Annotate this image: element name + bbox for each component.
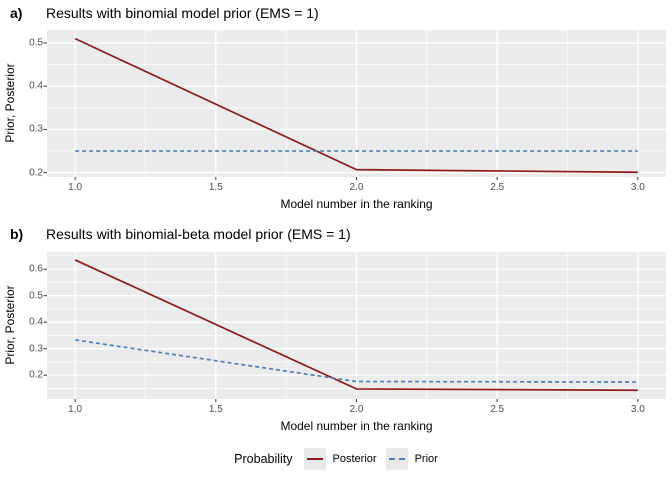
panel-a-x-tick-label: 3.0 [630, 182, 645, 193]
panel-a-x-axis-title: Model number in the ranking [280, 197, 433, 211]
legend-entry-posterior: Posterior [303, 448, 377, 470]
panel-b-y-tick-label: 0.3 [29, 343, 43, 355]
legend: Probability Posterior Prior [0, 446, 672, 472]
legend-label-prior: Prior [414, 453, 438, 465]
panel-b-y-tick-label: 0.5 [29, 290, 43, 302]
panel-a-y-tick-label: 0.2 [29, 167, 43, 179]
panel-a-y-tick-label: 0.5 [29, 37, 43, 49]
panel-b-prior-line [75, 339, 638, 383]
panel-a-x-tick-label: 1.5 [208, 182, 223, 193]
panel-b-plot-area [43, 252, 666, 402]
panel-a-y-tick-label: 0.4 [29, 80, 43, 92]
panel-b-title: Results with binomial-beta model prior (… [46, 226, 351, 242]
panel-b-posterior-line [74, 259, 638, 392]
panel-b-x-tick-label: 1.0 [68, 404, 83, 415]
panel-a-tag: a) [10, 5, 23, 21]
legend-key-posterior-line-icon [303, 448, 326, 470]
legend-label-posterior: Posterior [332, 453, 377, 465]
panel-a-posterior-line [74, 37, 638, 174]
panel-b-x-tick-label: 1.5 [208, 404, 223, 415]
panel-b-y-tick-label: 0.6 [29, 263, 43, 275]
panel-b-x-tick-label: 3.0 [630, 404, 645, 415]
panel-a-y-tick-label: 0.3 [29, 123, 43, 135]
legend-key-prior-line-icon [385, 448, 408, 470]
panel-b-y-tick-label: 0.2 [29, 369, 43, 381]
panel-b-y-tick-label: 0.4 [29, 316, 43, 328]
legend-title: Probability [234, 452, 293, 466]
panel-a-x-tick-label: 1.0 [68, 182, 83, 193]
panel-b-x-tick-label: 2.0 [349, 404, 364, 415]
panel-a-title: Results with binomial model prior (EMS =… [46, 5, 319, 21]
panel-a-x-tick-label: 2.0 [349, 182, 364, 193]
panel-a-plot-area [43, 30, 666, 180]
panel-b-x-tick-label: 2.5 [490, 404, 505, 415]
legend-entry-prior: Prior [385, 448, 438, 470]
panel-a-x-tick-label: 2.5 [490, 182, 505, 193]
panel-b-x-axis-title: Model number in the ranking [280, 419, 433, 433]
panel-b-tag: b) [10, 226, 24, 242]
